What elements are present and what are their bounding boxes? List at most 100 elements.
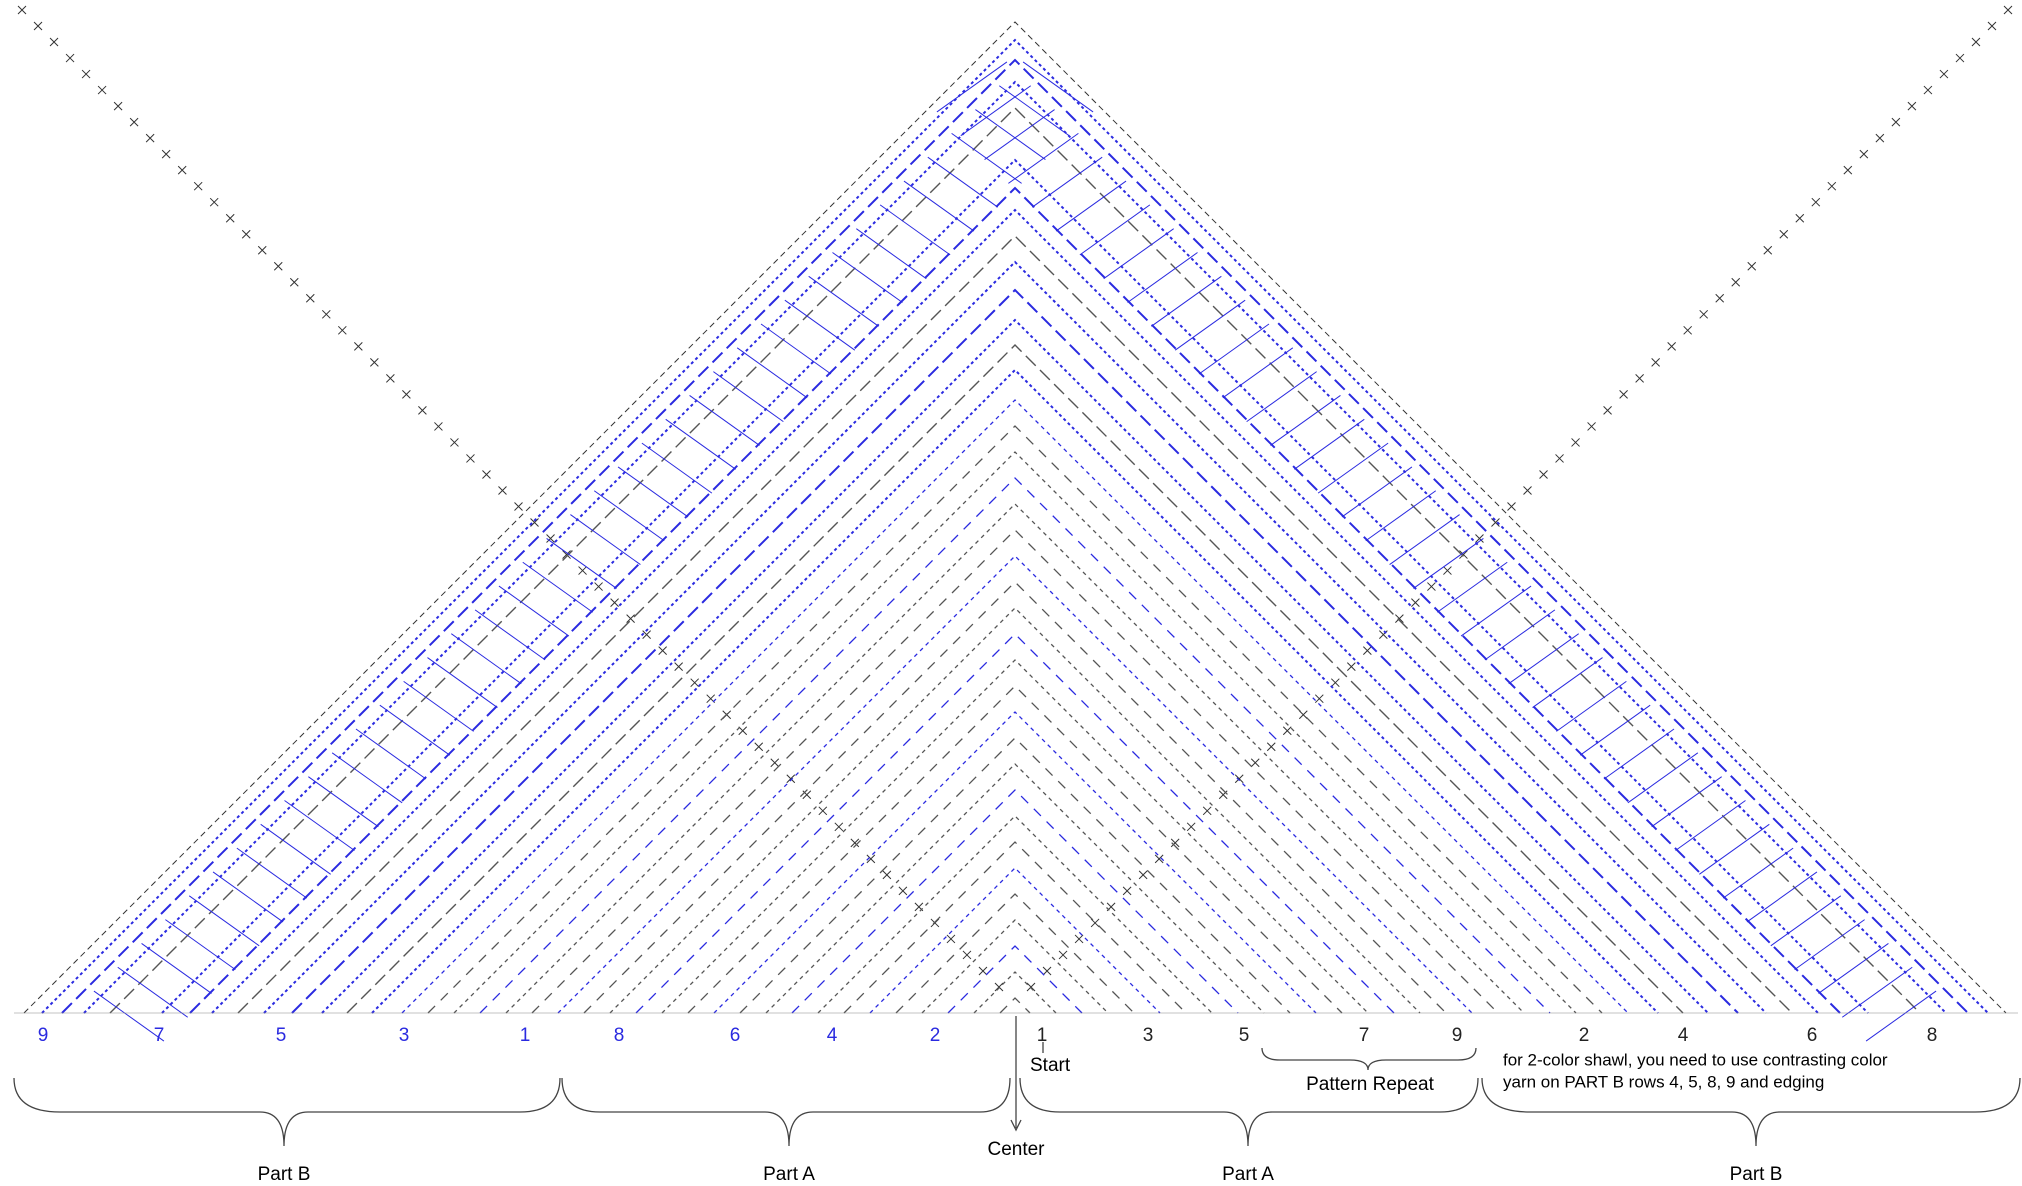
stitch-post — [1055, 180, 1127, 232]
stitch-post — [1008, 132, 1079, 184]
chart-row — [161, 158, 1869, 1014]
stitch-post — [1818, 943, 1889, 994]
row-label: 5 — [276, 1025, 287, 1046]
stitch-post — [1770, 895, 1842, 947]
chart-row — [531, 529, 1499, 1014]
chart-row — [291, 288, 1739, 1014]
edge-cross — [1443, 566, 1452, 575]
edge-cross — [193, 181, 203, 191]
edge-cross — [1571, 438, 1580, 447]
chart-row — [765, 763, 1265, 1014]
edge-cross — [1395, 614, 1404, 623]
stitch-post — [784, 299, 856, 351]
edge-cross — [1154, 854, 1164, 864]
edge-cross — [1058, 950, 1068, 960]
edge-cross — [1314, 694, 1324, 704]
chart-row — [346, 344, 1684, 1014]
part-label: Part A — [763, 1164, 815, 1185]
edge-cross — [450, 438, 459, 447]
stitch-post — [1627, 752, 1699, 804]
chart-row — [973, 971, 1057, 1014]
edge-cross — [658, 646, 667, 655]
stitch-post — [903, 180, 975, 232]
chart-row — [921, 919, 1109, 1014]
chart-row — [427, 425, 1603, 1014]
row-label: 1 — [1037, 1025, 1048, 1046]
stitch-post — [927, 156, 999, 208]
chart-row — [453, 451, 1577, 1014]
edge-cross — [418, 406, 427, 415]
brace — [1481, 1077, 2021, 1147]
stitch-post — [1031, 156, 1103, 208]
braces — [13, 1016, 2021, 1147]
stitch-post — [260, 823, 331, 875]
edge-cross — [1186, 822, 1196, 832]
brace — [561, 1077, 1011, 1147]
stitch-post — [1127, 252, 1198, 303]
edge-cross — [305, 293, 315, 303]
row-label: 2 — [930, 1025, 941, 1046]
stitch-post — [1174, 299, 1246, 351]
chart-row — [479, 477, 1551, 1014]
stitch-post — [1317, 442, 1389, 494]
edge-cross — [818, 806, 828, 816]
edge-cross — [866, 854, 876, 864]
edge-cross — [1683, 325, 1693, 335]
edge-cross — [690, 678, 700, 688]
chart-row — [371, 368, 1659, 1014]
row-label: 4 — [1678, 1025, 1689, 1046]
stitch-post — [498, 585, 570, 637]
stitch-post — [450, 633, 522, 685]
part-label: Part B — [1730, 1164, 1783, 1185]
edge-cross — [225, 213, 235, 223]
edge-cross — [33, 21, 43, 31]
edge-cross — [161, 149, 171, 159]
edge-cross — [738, 726, 748, 736]
stitch-post — [1151, 275, 1222, 327]
edge-cross — [1747, 261, 1757, 271]
edge-cross — [1362, 646, 1372, 655]
edge-cross — [1298, 710, 1308, 720]
stitch-post — [1389, 514, 1460, 565]
pattern-repeat-label: Pattern Repeat — [1306, 1074, 1435, 1095]
stitch-post — [1556, 680, 1627, 732]
edge-cross — [898, 886, 908, 896]
stitch-post — [760, 323, 832, 375]
edge-cross — [353, 341, 363, 351]
chart-row — [661, 659, 1369, 1014]
edge-cross — [1843, 165, 1853, 175]
chart-row — [739, 737, 1291, 1014]
stitch-post — [284, 800, 355, 851]
edge-cross — [530, 518, 539, 527]
stitch-post — [141, 943, 212, 994]
chart-row — [843, 841, 1187, 1014]
edge-cross — [562, 550, 571, 559]
stitch-post — [665, 418, 737, 470]
edge-cross — [1651, 358, 1661, 367]
edge-cross — [1266, 742, 1276, 752]
stitch-post — [93, 990, 165, 1042]
stitch-post — [832, 252, 903, 303]
stitch-post — [641, 442, 713, 494]
edge-cross — [1074, 934, 1084, 944]
part-label: Part A — [1222, 1164, 1274, 1185]
edge-cross — [1042, 966, 1052, 976]
edge-cross — [1138, 870, 1148, 880]
chart-row — [999, 997, 1031, 1014]
edge-cross — [273, 261, 283, 271]
stitch-post — [212, 871, 284, 923]
stitch-post — [593, 490, 665, 542]
row-label: 7 — [1359, 1025, 1370, 1046]
edge-cross — [1202, 806, 1212, 816]
row-label: 4 — [827, 1025, 838, 1046]
edge-cross — [49, 37, 59, 47]
edge-cross — [1827, 181, 1837, 191]
stitch-post — [1270, 395, 1341, 446]
stitch-post — [936, 61, 1008, 113]
stitch-post — [1532, 657, 1603, 708]
stitch-post — [960, 85, 1032, 137]
edge-cross — [946, 934, 956, 944]
stitch-post — [998, 85, 1070, 137]
stitch-post — [713, 371, 784, 423]
